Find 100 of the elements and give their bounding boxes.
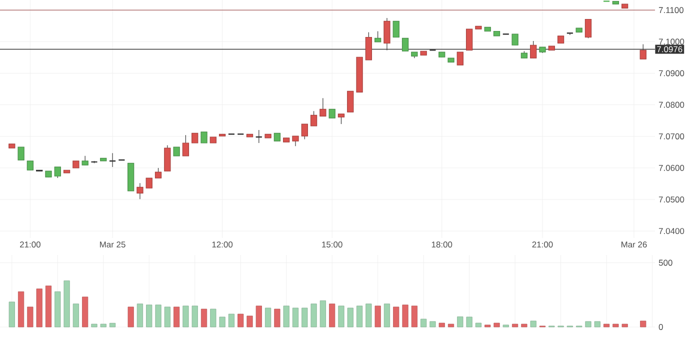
candlestick — [108, 152, 116, 168]
candlestick — [584, 18, 592, 38]
bar — [100, 324, 106, 328]
y-tick-label: 7.0500 — [658, 196, 684, 202]
x-tick-label: 21:00 — [20, 242, 40, 248]
bar — [219, 316, 226, 328]
bar — [200, 308, 208, 328]
bar — [475, 322, 482, 328]
bar — [146, 304, 152, 328]
y-tick-label: 7.1100 — [658, 7, 684, 14]
bar — [484, 324, 491, 328]
bar — [594, 321, 600, 328]
bar — [521, 324, 528, 328]
candlestick — [347, 90, 354, 112]
x-tick-label: 15:00 — [322, 242, 342, 248]
candlestick — [566, 32, 574, 36]
bar — [18, 291, 24, 328]
candlestick — [402, 38, 409, 52]
bar — [393, 306, 400, 328]
bar — [256, 306, 262, 328]
candlestick — [512, 34, 518, 46]
bar — [603, 324, 610, 328]
bar — [430, 321, 436, 328]
bar — [612, 324, 619, 328]
bar — [338, 306, 344, 328]
bar — [27, 306, 34, 328]
candlestick — [182, 134, 190, 156]
bar — [283, 306, 290, 328]
candlestick — [54, 166, 61, 178]
candlestick — [374, 30, 382, 42]
x-tick-label: 12:00 — [212, 242, 233, 248]
bar — [136, 304, 144, 328]
bar — [420, 318, 427, 328]
bar — [329, 304, 336, 328]
y-tick-label: 7.0900 — [658, 70, 684, 76]
bar — [438, 322, 445, 328]
candlestick — [255, 130, 263, 144]
bar — [238, 314, 244, 328]
bar — [228, 314, 234, 328]
bar — [182, 306, 189, 328]
y-tick-label: 7.0700 — [658, 133, 684, 140]
candlestick — [320, 98, 326, 116]
x-tick-label: Mar 25 — [100, 242, 126, 248]
bar — [155, 304, 162, 328]
bar — [265, 308, 272, 328]
bar — [502, 324, 509, 328]
bar — [192, 306, 198, 328]
bar — [384, 304, 390, 328]
y-tick-label: 500 — [658, 260, 672, 266]
bar — [128, 306, 134, 328]
bar — [457, 316, 464, 328]
bar — [356, 306, 363, 328]
candlestick — [301, 124, 308, 140]
bar — [82, 296, 88, 328]
x-tick-label: 21:00 — [532, 242, 553, 248]
bar — [585, 321, 592, 328]
bar — [274, 308, 280, 328]
bar — [72, 304, 79, 328]
bar — [494, 322, 500, 328]
bar — [347, 308, 354, 328]
candlestick — [18, 146, 24, 160]
ref-line-label: 7.0976 — [657, 46, 682, 52]
bar — [210, 308, 216, 328]
x-tick-label: 18:00 — [432, 242, 452, 248]
bar — [45, 286, 52, 328]
candlestick — [192, 132, 198, 144]
bar — [622, 324, 628, 328]
bar — [374, 306, 381, 328]
bar — [448, 324, 454, 328]
candlestick — [466, 28, 473, 50]
candlestick — [164, 144, 171, 172]
y-tick-label: 7.0800 — [658, 102, 684, 108]
candlestick — [154, 168, 162, 178]
bar — [512, 324, 518, 328]
bar — [8, 302, 15, 328]
y-tick-label: 7.1000 — [658, 38, 684, 45]
y-tick-label: 0 — [658, 324, 663, 330]
candlestick — [136, 182, 144, 200]
bar — [174, 306, 180, 328]
candlestick — [26, 160, 34, 170]
y-tick-label: 7.0400 — [658, 228, 684, 234]
bar — [530, 320, 536, 328]
bar — [302, 308, 308, 328]
bar — [64, 280, 70, 328]
candlestick — [392, 20, 400, 38]
bar — [366, 304, 372, 328]
bar — [246, 316, 253, 328]
bar — [411, 306, 418, 328]
candlestick — [456, 52, 464, 66]
candlestick — [200, 132, 208, 144]
bar — [36, 288, 42, 328]
candlestick — [82, 156, 88, 166]
y-tick-label: 7.0600 — [658, 164, 684, 171]
bar — [310, 304, 317, 328]
bar — [164, 306, 170, 328]
bar — [402, 304, 408, 328]
bar — [640, 320, 646, 328]
bar — [320, 300, 326, 328]
candlestick — [292, 136, 299, 146]
bar — [109, 322, 116, 328]
